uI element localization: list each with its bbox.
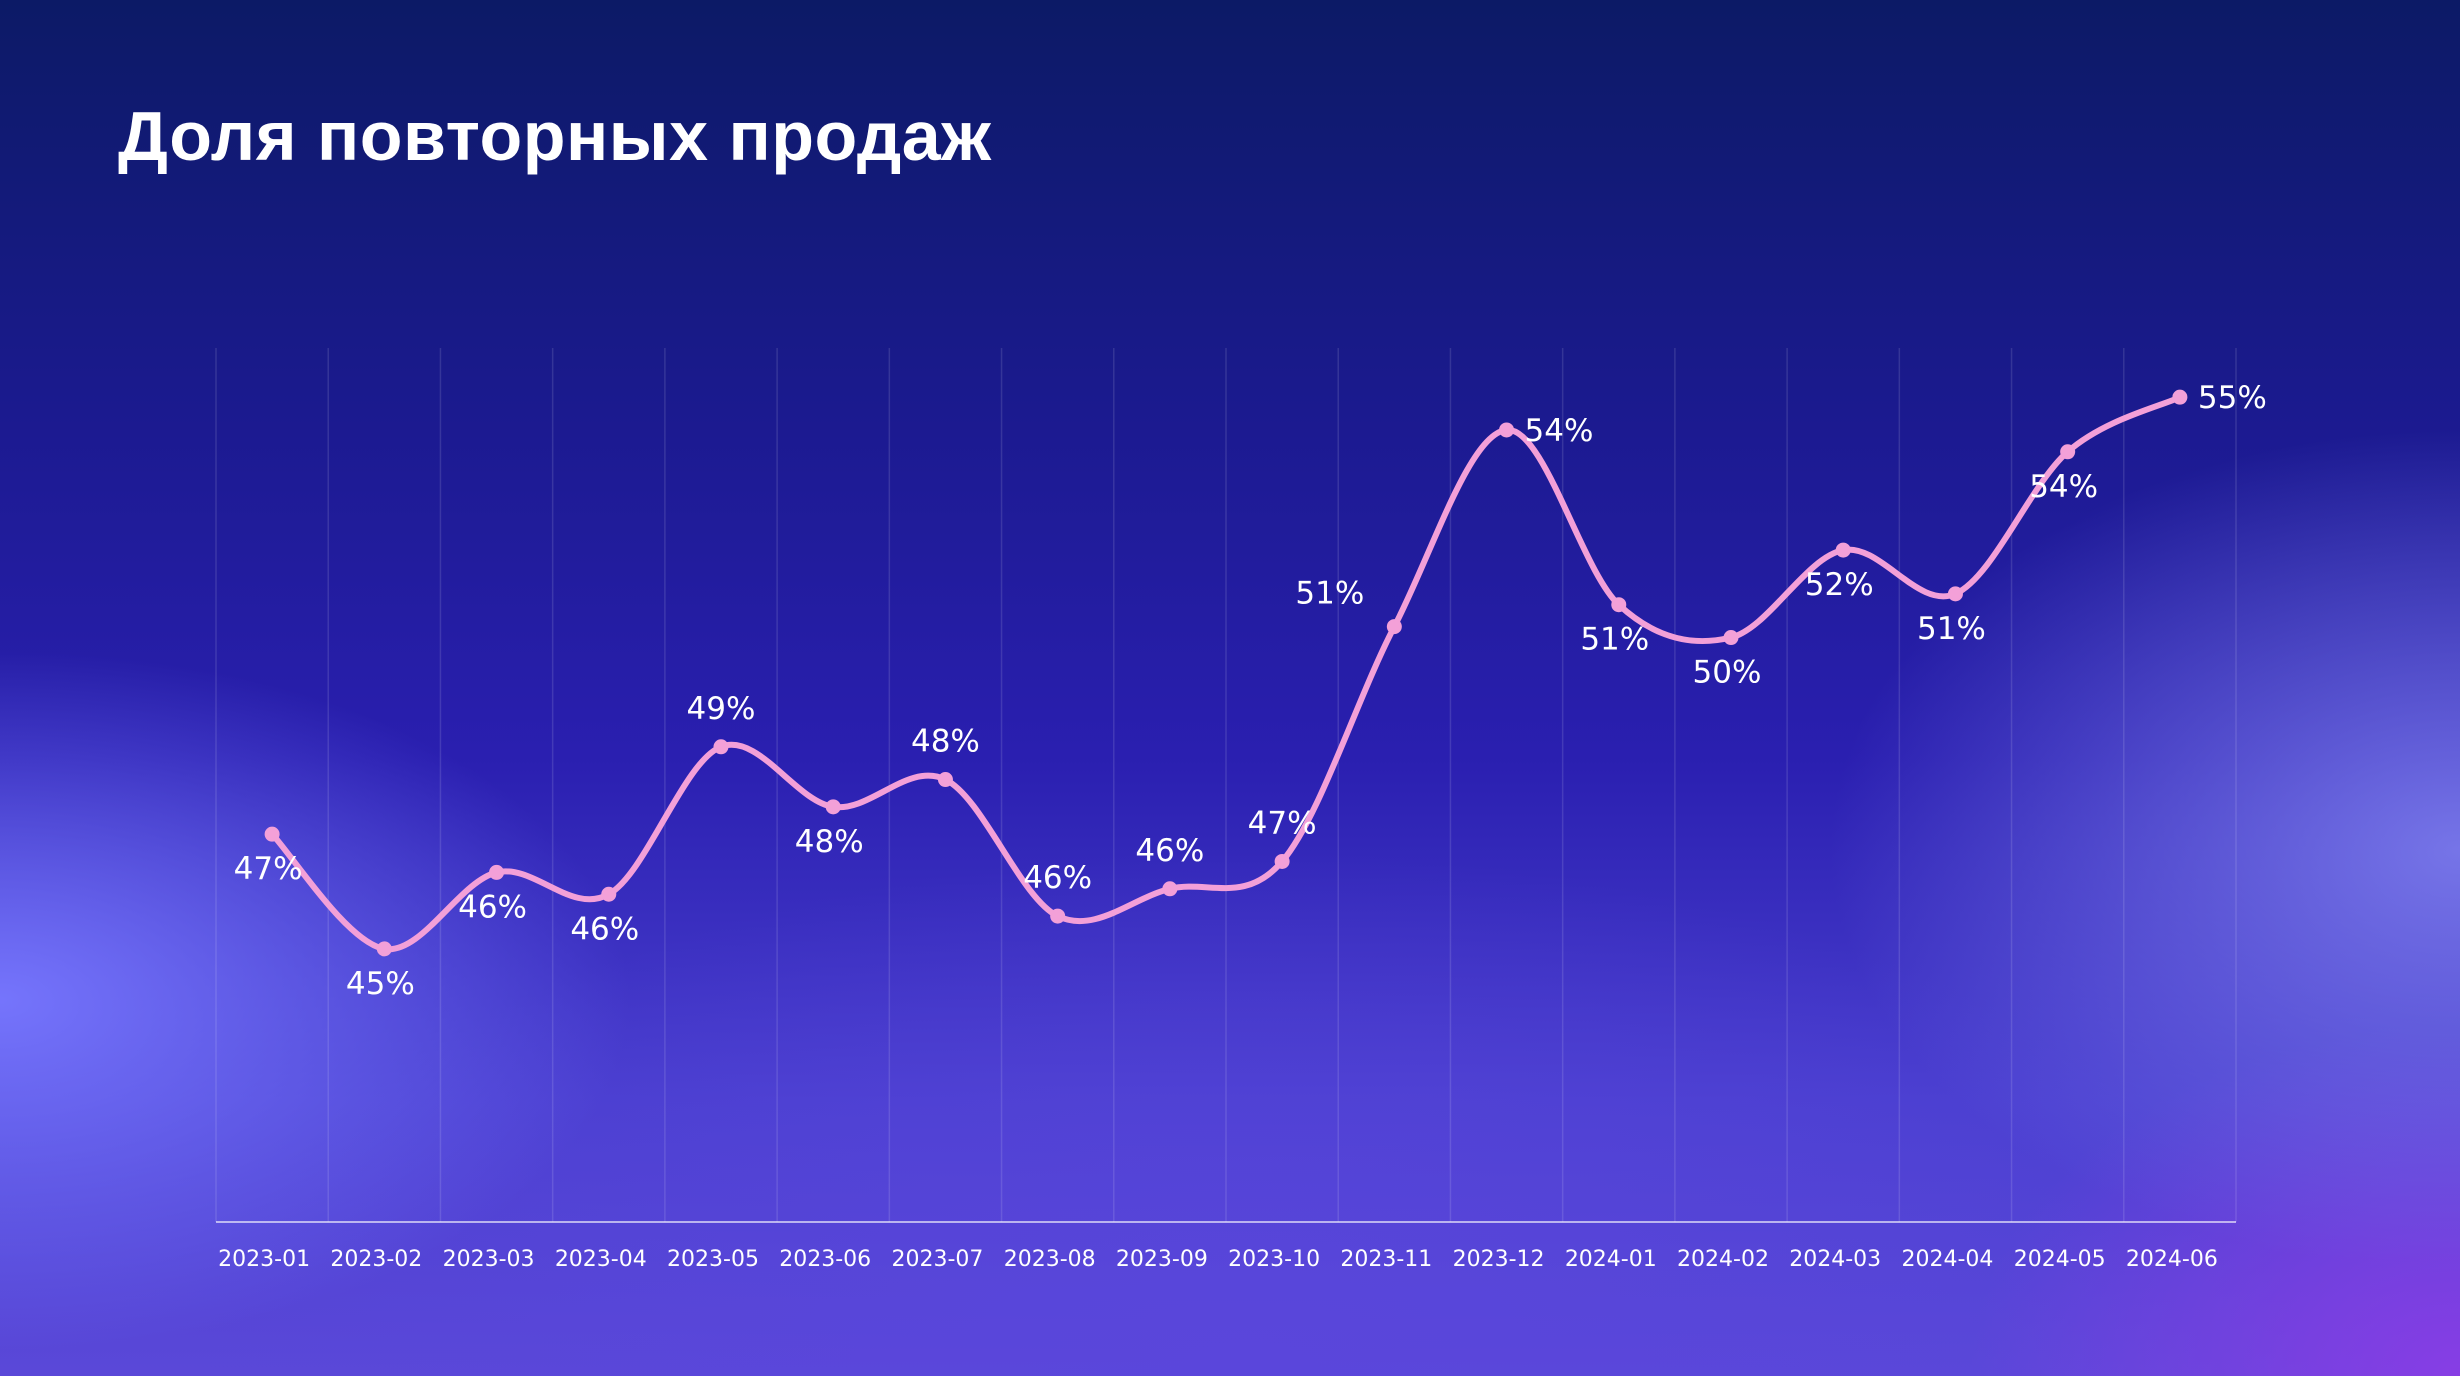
data-point <box>489 864 505 880</box>
data-point <box>376 941 392 957</box>
data-point <box>1274 853 1290 869</box>
data-point <box>1611 597 1627 613</box>
x-tick-label: 2023-09 <box>1116 1247 1208 1272</box>
data-label: 50% <box>1693 655 1762 691</box>
data-label: 54% <box>1525 413 1594 449</box>
x-tick-label: 2024-01 <box>1565 1247 1657 1272</box>
data-points <box>264 389 2188 957</box>
data-label: 51% <box>1295 576 1364 612</box>
x-tick-label: 2023-02 <box>330 1247 422 1272</box>
data-point <box>1386 619 1402 635</box>
data-label: 47% <box>234 851 303 887</box>
data-point <box>264 826 280 842</box>
x-tick-label: 2023-10 <box>1228 1247 1320 1272</box>
x-tick-label: 2024-05 <box>2014 1247 2106 1272</box>
grid-lines <box>215 348 2237 1222</box>
x-tick-label: 2023-11 <box>1340 1247 1432 1272</box>
x-tick-label: 2024-03 <box>1789 1247 1881 1272</box>
data-point <box>1947 586 1963 602</box>
chart-title: Доля повторных продаж <box>118 97 992 175</box>
data-label: 55% <box>2198 380 2267 416</box>
data-point <box>2060 444 2076 460</box>
data-point <box>1499 422 1515 438</box>
data-label: 51% <box>1917 611 1986 647</box>
x-tick-label: 2023-08 <box>1004 1247 1096 1272</box>
data-point <box>1723 630 1739 646</box>
data-point <box>601 886 617 902</box>
data-point <box>1050 908 1066 924</box>
x-tick-label: 2023-05 <box>667 1247 759 1272</box>
data-label: 54% <box>2029 469 2098 505</box>
data-label: 51% <box>1580 622 1649 658</box>
x-tick-label: 2024-04 <box>1901 1247 1993 1272</box>
data-label: 48% <box>911 724 980 760</box>
data-point <box>2172 389 2188 405</box>
data-label: 46% <box>458 889 527 925</box>
data-point <box>713 739 729 755</box>
data-label: 48% <box>795 824 864 860</box>
x-tick-label: 2024-06 <box>2126 1247 2218 1272</box>
data-label: 46% <box>1023 860 1092 896</box>
data-label: 47% <box>1248 805 1317 841</box>
x-tick-label: 2023-12 <box>1453 1247 1545 1272</box>
x-tick-label: 2023-04 <box>555 1247 647 1272</box>
data-point <box>1835 542 1851 558</box>
data-label: 52% <box>1805 567 1874 603</box>
x-tick-label: 2024-02 <box>1677 1247 1769 1272</box>
x-tick-label: 2023-01 <box>218 1247 310 1272</box>
x-tick-labels: 2023-01 2023-02 2023-03 2023-04 2023-05 2023-… <box>218 1247 2218 1272</box>
data-point <box>825 799 841 815</box>
data-labels: 47% 45% 46% 46% 49% 48% 48% 46% 46% 47% 51% 54% 51% 5… <box>234 380 2267 1002</box>
data-label: 46% <box>1135 833 1204 869</box>
data-label: 45% <box>346 966 415 1002</box>
x-tick-label: 2023-03 <box>443 1247 535 1272</box>
data-point <box>1162 881 1178 897</box>
x-tick-label: 2023-07 <box>891 1247 983 1272</box>
data-label: 46% <box>570 911 639 947</box>
x-tick-label: 2023-06 <box>779 1247 871 1272</box>
data-point <box>937 772 953 788</box>
data-label: 49% <box>687 691 756 727</box>
